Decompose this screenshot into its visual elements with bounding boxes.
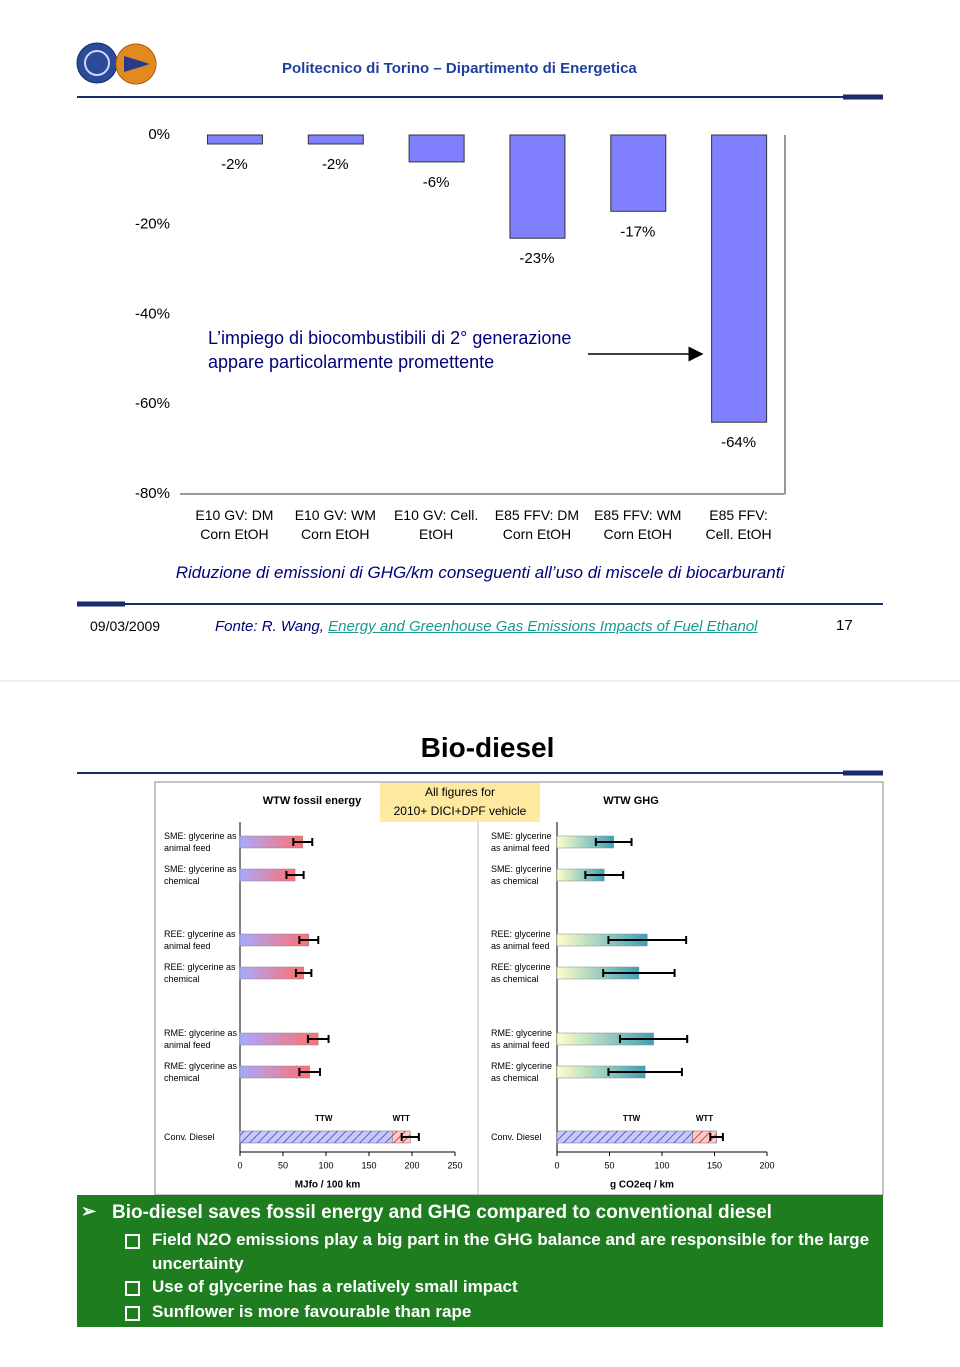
chart-title: WTW GHG: [603, 795, 659, 807]
y-tick-label: REE: glycerine as animal feed: [164, 929, 236, 951]
bar-segment: [556, 1130, 693, 1144]
y-tick-label: RME: glycerine as animal feed: [491, 1028, 553, 1050]
segment-label: TTW: [623, 1114, 641, 1123]
y-tick-label: SME: glycerine as chemical: [491, 864, 552, 886]
logo-mark: [124, 56, 150, 72]
bar: [610, 134, 667, 212]
x-tick-label: 200: [759, 1160, 774, 1170]
source-link[interactable]: Energy and Greenhouse Gas Emissions Impa…: [328, 618, 758, 635]
y-tick-label: Conv. Diesel: [164, 1132, 215, 1142]
bar: [408, 134, 465, 163]
y-tick-label: 0%: [148, 126, 170, 143]
y-tick-label: SME: glycerine as animal feed: [164, 831, 237, 853]
sub-bullet-icon: [125, 1306, 140, 1321]
figure-frame: [154, 781, 884, 1196]
x-tick-label: E85 FFV: Cell. EtOH: [705, 507, 772, 542]
sub-bullet: Sunflower is more favourable than rape: [152, 1302, 472, 1321]
segment-label: WTT: [696, 1114, 713, 1123]
y-tick-label: -80%: [135, 485, 170, 502]
y-tick-label: REE: glycerine as chemical: [491, 962, 551, 984]
value-label: -2%: [322, 156, 349, 173]
x-tick-label: 100: [654, 1160, 669, 1170]
x-tick-label: E85 FFV: WM Corn EtOH: [594, 507, 682, 542]
x-tick-label: 150: [361, 1160, 376, 1170]
value-label: -17%: [620, 223, 655, 240]
segment-label: WTT: [393, 1114, 410, 1123]
x-tick-label: 50: [604, 1160, 614, 1170]
page-number: 17: [836, 617, 853, 634]
segment-label: TTW: [315, 1114, 333, 1123]
slide-title: Bio-diesel: [420, 732, 555, 763]
x-tick-label: 100: [318, 1160, 333, 1170]
value-label: -64%: [721, 434, 756, 451]
logo-ring: [84, 50, 110, 76]
bar: [509, 134, 566, 239]
y-tick-label: REE: glycerine as animal feed: [491, 929, 551, 951]
sub-bullet: Use of glycerine has a relatively small …: [152, 1277, 518, 1296]
x-tick-label: E85 FFV: DM Corn EtOH: [494, 507, 580, 542]
bar: [711, 134, 768, 423]
x-tick-label: 150: [707, 1160, 722, 1170]
x-tick-label: E10 GV: DM Corn EtOH: [195, 507, 274, 542]
y-tick-label: -60%: [135, 395, 170, 412]
y-tick-label: RME: glycerine as chemical: [491, 1061, 553, 1083]
source-prefix: Fonte: R. Wang,: [215, 618, 324, 635]
y-tick-label: RME: glycerine as animal feed: [164, 1028, 238, 1050]
x-tick-label: E10 GV: WM Corn EtOH: [294, 507, 376, 542]
y-tick-label: SME: glycerine as animal feed: [491, 831, 552, 853]
x-tick-label: 0: [237, 1160, 242, 1170]
bar: [307, 134, 364, 145]
y-tick-label: Conv. Diesel: [491, 1132, 542, 1142]
y-tick-label: -40%: [135, 305, 170, 322]
y-tick-label: SME: glycerine as chemical: [164, 864, 237, 886]
value-label: -23%: [519, 250, 554, 267]
value-label: -2%: [221, 156, 248, 173]
x-tick-label: 50: [278, 1160, 288, 1170]
annotation: L’impiego di biocombustibili di 2° gener…: [208, 328, 572, 372]
x-axis-title: MJfo / 100 km: [295, 1180, 361, 1191]
x-tick-label: 0: [554, 1160, 559, 1170]
chart-title: WTW fossil energy: [263, 795, 362, 807]
bar: [239, 966, 304, 980]
logo: [76, 42, 118, 84]
y-tick-label: RME: glycerine as chemical: [164, 1061, 238, 1083]
bar: [206, 134, 263, 145]
x-tick-label: 250: [447, 1160, 462, 1170]
sub-bullet-icon: [125, 1234, 140, 1249]
bar-segment: [239, 1130, 393, 1144]
caption: Riduzione di emissioni di GHG/km consegu…: [175, 563, 785, 582]
bullet: Bio-diesel saves fossil energy and GHG c…: [112, 1202, 772, 1223]
bar: [239, 1032, 319, 1046]
summary-box: ➢ Bio-diesel saves fossil energy and GHG…: [77, 1195, 883, 1327]
figure-note: All figures for 2010+ DICI+DPF vehicle: [380, 783, 540, 822]
x-axis-title: g CO2eq / km: [610, 1180, 674, 1191]
y-tick-label: REE: glycerine as chemical: [164, 962, 236, 984]
x-tick-label: 200: [404, 1160, 419, 1170]
value-label: -6%: [423, 174, 450, 191]
sub-bullet: Field N2O emissions play a big part in t…: [152, 1230, 870, 1273]
x-tick-label: E10 GV: Cell. EtOH: [393, 507, 479, 542]
y-tick-label: -20%: [135, 216, 170, 233]
source: Fonte: R. Wang, Energy and Greenhouse Ga…: [215, 618, 758, 635]
sub-bullet-icon: [125, 1281, 140, 1296]
header-title: Politecnico di Torino – Dipartimento di …: [282, 60, 637, 77]
date: 09/03/2009: [90, 618, 161, 634]
bullet-icon: ➢: [81, 1201, 97, 1221]
